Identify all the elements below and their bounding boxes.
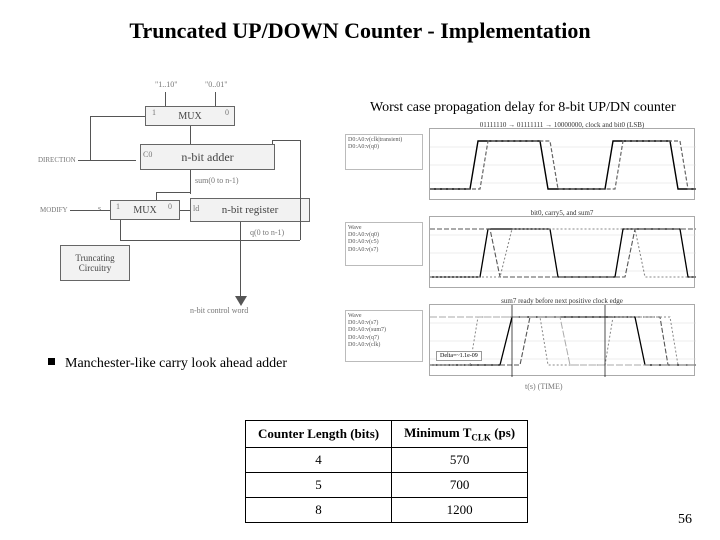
page-title: Truncated UP/DOWN Counter - Implementati… bbox=[50, 18, 670, 44]
mux2-s-label: s bbox=[98, 204, 101, 213]
col-header-bits: Counter Length (bits) bbox=[246, 421, 392, 448]
bullet-icon bbox=[48, 358, 55, 365]
adder-block: n-bit adder bbox=[140, 144, 275, 170]
table-header-row: Counter Length (bits) Minimum TCLK (ps) bbox=[246, 421, 528, 448]
mux2-label: MUX bbox=[133, 205, 156, 216]
tclk-prefix: Minimum T bbox=[404, 425, 471, 440]
input-label-right: "0..01" bbox=[205, 80, 228, 89]
wave-title-1: 01111110 → 01111111 → 10000000, clock an… bbox=[430, 121, 694, 129]
table-row: 8 1200 bbox=[246, 497, 528, 522]
mux1-block: MUX bbox=[145, 106, 235, 126]
delta-box: Delta=~1.1e-09 bbox=[436, 351, 482, 361]
register-label: n-bit register bbox=[222, 204, 279, 216]
truncating-label: Truncating Circuitry bbox=[75, 253, 114, 273]
line bbox=[240, 240, 300, 241]
cell-tclk: 700 bbox=[392, 472, 528, 497]
line bbox=[156, 192, 191, 193]
legend-line: D0:A0:v(q7) bbox=[348, 335, 420, 342]
cell-tclk: 570 bbox=[392, 447, 528, 472]
line bbox=[190, 126, 191, 144]
wave-panel-3: sum7 ready before next positive clock ed… bbox=[429, 304, 695, 376]
mux2-port-1: 1 bbox=[116, 202, 120, 211]
legend-line: D0:A0:v(q0) bbox=[348, 144, 420, 151]
mux2-port-0: 0 bbox=[168, 202, 172, 211]
bullet-text: Manchester-like carry look ahead adder bbox=[65, 356, 287, 371]
input-label-left: "1..10" bbox=[155, 80, 178, 89]
bullet-item: Manchester-like carry look ahead adder bbox=[48, 355, 308, 373]
xaxis-label: t(s) (TIME) bbox=[525, 382, 563, 391]
wave-svg-3 bbox=[430, 305, 696, 377]
wave-panel-2: bit0, carry5, and sum7 bbox=[429, 216, 695, 288]
adder-port-c0: C0 bbox=[143, 150, 152, 159]
wave-legend-1: D0:A0:v(clk|transient) D0:A0:v(q0) bbox=[345, 134, 423, 170]
line bbox=[120, 220, 121, 240]
cell-tclk: 1200 bbox=[392, 497, 528, 522]
legend-line: D0:A0:v(c5) bbox=[348, 239, 420, 246]
q-label: q(0 to n-1) bbox=[250, 228, 284, 237]
waveform-area: D0:A0:v(clk|transient) D0:A0:v(q0) 01111… bbox=[345, 120, 700, 400]
wave-svg-2 bbox=[430, 217, 696, 289]
modify-label: MODIFY bbox=[40, 206, 68, 214]
line bbox=[272, 140, 273, 144]
wave-svg-1 bbox=[430, 129, 696, 201]
line bbox=[90, 116, 145, 117]
line bbox=[240, 222, 241, 302]
output-label: n-bit control word bbox=[190, 306, 248, 315]
direction-label: DIRECTION bbox=[38, 156, 76, 164]
adder-label: n-bit adder bbox=[181, 150, 233, 165]
line bbox=[70, 210, 110, 211]
tclk-sub: CLK bbox=[471, 433, 491, 443]
line bbox=[300, 140, 301, 240]
register-block: n-bit register bbox=[190, 198, 310, 222]
wave-legend-3: Wave D0:A0:v(s7) D0:A0:v(sum7) D0:A0:v(q… bbox=[345, 310, 423, 362]
mux1-port-1: 1 bbox=[152, 108, 156, 117]
tclk-suffix: (ps) bbox=[491, 425, 515, 440]
block-diagram: "1..10" "0..01" MUX 1 0 n-bit adder C0 s… bbox=[40, 80, 330, 340]
wave-panel-1: 01111110 → 01111111 → 10000000, clock an… bbox=[429, 128, 695, 200]
wave-title-2: bit0, carry5, and sum7 bbox=[430, 209, 694, 217]
register-port-ld: ld bbox=[193, 204, 199, 213]
tclk-table: Counter Length (bits) Minimum TCLK (ps) … bbox=[245, 420, 528, 523]
line bbox=[190, 170, 191, 194]
wave-legend-2: Wave D0:A0:v(q0) D0:A0:v(c5) D0:A0:v(s7) bbox=[345, 222, 423, 266]
legend-line: D0:A0:v(sum7) bbox=[348, 327, 420, 334]
table-row: 5 700 bbox=[246, 472, 528, 497]
page-number: 56 bbox=[678, 512, 692, 528]
col-header-tclk: Minimum TCLK (ps) bbox=[392, 421, 528, 448]
waveform-caption: Worst case propagation delay for 8-bit U… bbox=[370, 100, 676, 116]
line bbox=[156, 192, 157, 200]
line bbox=[120, 240, 240, 241]
arrowhead-icon bbox=[235, 296, 247, 306]
sum-label: sum(0 to n-1) bbox=[195, 176, 239, 185]
wave-title-3: sum7 ready before next positive clock ed… bbox=[430, 297, 694, 305]
cell-bits: 4 bbox=[246, 447, 392, 472]
legend-line: D0:A0:v(clk) bbox=[348, 342, 420, 349]
cell-bits: 8 bbox=[246, 497, 392, 522]
legend-line: D0:A0:v(s7) bbox=[348, 247, 420, 254]
line bbox=[90, 116, 91, 160]
line bbox=[272, 140, 300, 141]
mux1-port-0: 0 bbox=[225, 108, 229, 117]
truncating-block: Truncating Circuitry bbox=[60, 245, 130, 281]
table-row: 4 570 bbox=[246, 447, 528, 472]
line bbox=[180, 210, 190, 211]
line bbox=[165, 92, 166, 106]
line bbox=[215, 92, 216, 106]
cell-bits: 5 bbox=[246, 472, 392, 497]
mux1-label: MUX bbox=[178, 111, 201, 122]
line bbox=[78, 160, 136, 161]
